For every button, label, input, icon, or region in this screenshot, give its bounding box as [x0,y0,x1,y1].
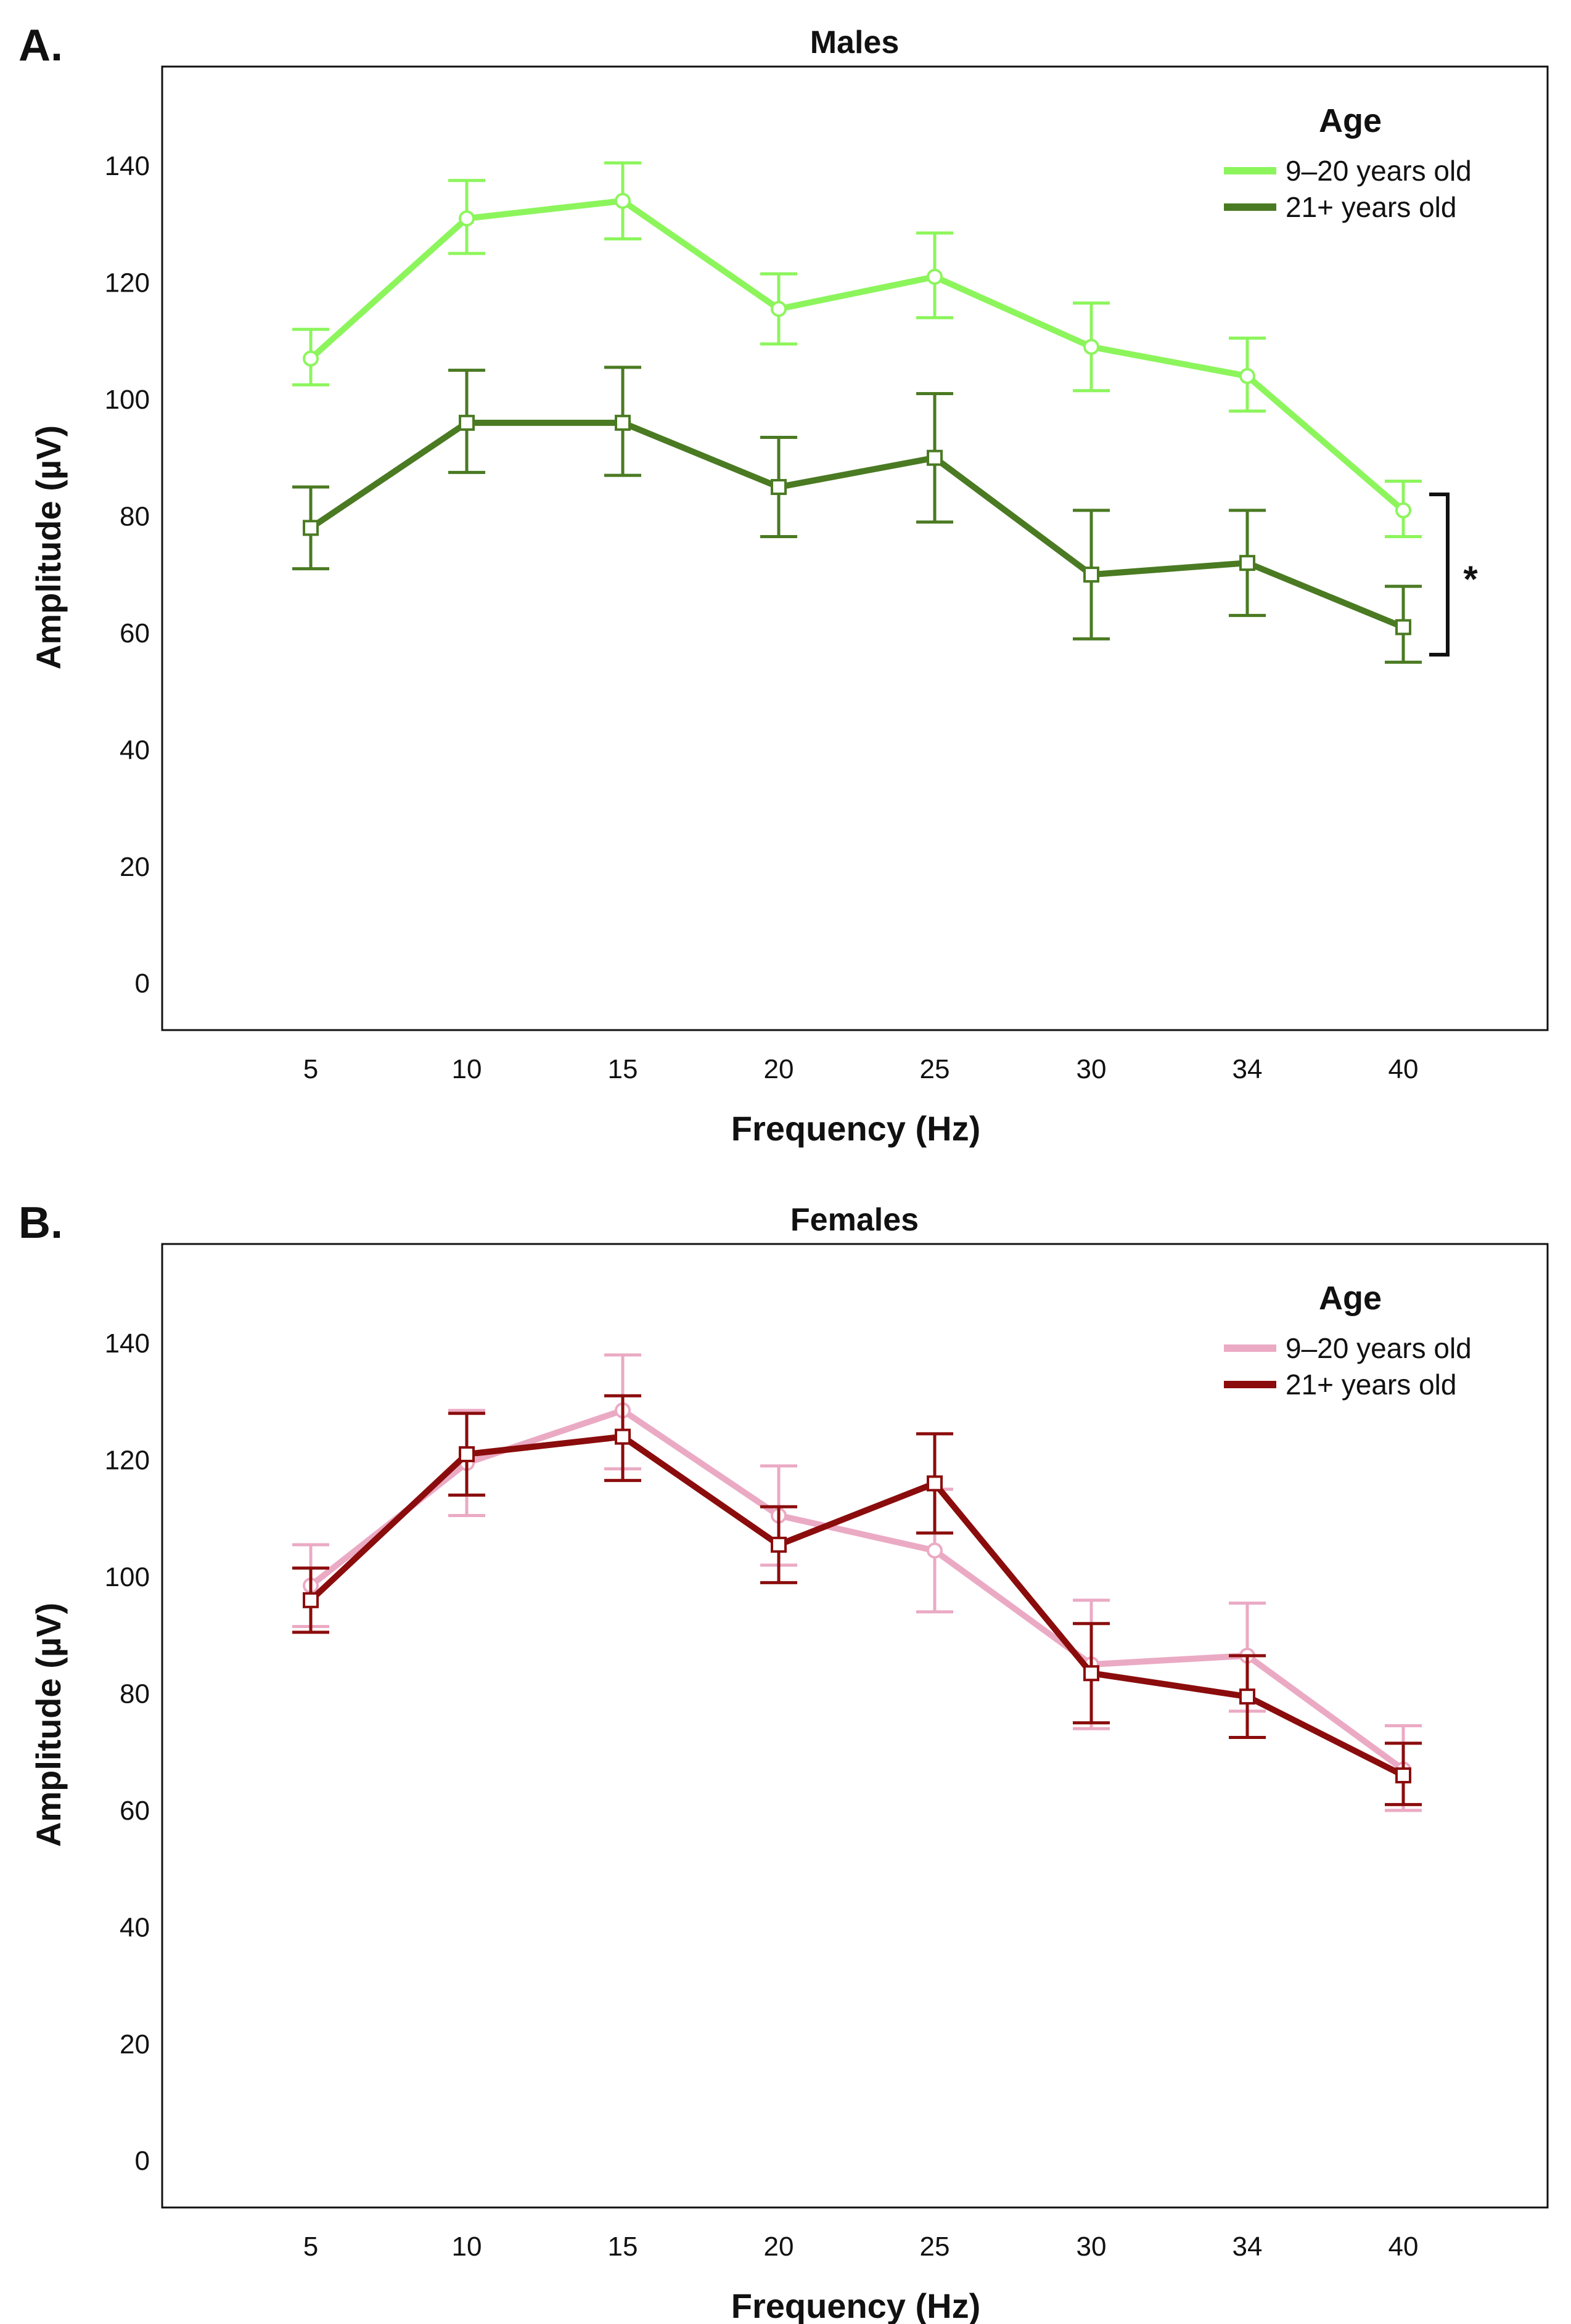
x-tick-label: 40 [1388,1054,1419,1084]
legend-title-females: Age [1319,1280,1382,1317]
x-tick-label: 15 [608,1054,638,1084]
y-tick-label: 40 [120,1912,150,1942]
series-line [308,419,1406,631]
data-point [615,1428,631,1445]
y-tick-label: 140 [105,1328,150,1359]
x-axis-label-males: Frequency (Hz) [731,1109,981,1148]
x-tick-label: 34 [1233,2232,1263,2262]
legend-females: Age 9–20 years old 21+ years old [1224,1280,1472,1401]
data-point [615,192,631,209]
x-tick-label: 5 [303,2232,318,2262]
panel-males: A. Males 0 20 40 60 80 100 120 140 5 10 15 20 25 30 3… [18,21,1549,1148]
y-tick-label: 0 [135,968,150,999]
y-tick-label: 100 [105,1562,150,1592]
x-tick-label: 20 [764,2232,794,2262]
x-axis-label-females: Frequency (Hz) [731,2286,981,2324]
plot-frame-females [161,1243,1549,2209]
series-line [308,1433,1406,1779]
legend-label-young: 9–20 years old [1286,1332,1472,1364]
data-point [1395,619,1411,636]
data-point [1083,1665,1099,1682]
series-young [292,1353,1422,1812]
plot-frame-males [161,65,1549,1031]
data-point [459,414,475,431]
x-ticks-males: 5 10 15 20 25 30 34 40 [303,1054,1419,1084]
x-tick-label: 10 [452,2232,482,2262]
x-tick-label: 15 [608,2232,638,2262]
x-ticks-females: 5 10 15 20 25 30 34 40 [303,2232,1419,2262]
data-point [303,1592,319,1608]
data-point [927,1542,943,1559]
y-ticks-females: 0 20 40 60 80 100 120 140 [105,1328,150,2176]
y-axis-label-females: Amplitude (µV) [29,1603,68,1847]
legend-label-old: 21+ years old [1286,1369,1456,1401]
data-point [927,449,943,466]
legend-males: Age 9–20 years old 21+ years old [1224,102,1472,223]
y-ticks-males: 0 20 40 60 80 100 120 140 [105,151,150,999]
data-point [303,520,319,536]
y-tick-label: 20 [120,852,150,882]
data-point [1395,1767,1411,1784]
panel-label-b: B. [18,1198,63,1248]
x-tick-label: 5 [303,1054,318,1084]
data-point [771,479,787,496]
x-tick-label: 25 [920,2232,950,2262]
y-tick-label: 140 [105,151,150,181]
panel-label-a: A. [18,21,63,70]
panel-females: B. Females 0 20 40 60 80 100 120 140 5 10 15 20 25 3… [18,1198,1549,2324]
series-old [292,366,1422,664]
data-point [459,210,475,227]
series-layer-females [292,1353,1422,1812]
legend-title-males: Age [1319,102,1382,139]
y-tick-label: 60 [120,1796,150,1826]
y-tick-label: 80 [120,1679,150,1709]
y-tick-label: 0 [135,2146,150,2176]
x-tick-label: 25 [920,1054,950,1084]
data-point [1395,502,1411,518]
legend-label-old: 21+ years old [1286,191,1456,223]
series-layer-males [292,161,1422,664]
data-point [615,414,631,431]
x-tick-label: 20 [764,1054,794,1084]
legend-label-young: 9–20 years old [1286,155,1472,187]
x-tick-label: 34 [1233,1054,1263,1084]
x-tick-label: 40 [1388,2232,1419,2262]
series-line [308,197,1406,513]
chart-title-males: Males [810,25,900,60]
y-tick-label: 120 [105,268,150,298]
data-point [1083,338,1099,355]
data-point [927,1475,943,1492]
y-axis-label-males: Amplitude (µV) [29,425,68,669]
x-tick-label: 30 [1077,1054,1107,1084]
data-point [771,1536,787,1553]
chart-title-females: Females [790,1202,919,1238]
x-tick-label: 10 [452,1054,482,1084]
data-point [1083,567,1099,583]
y-tick-label: 40 [120,735,150,765]
y-tick-label: 80 [120,501,150,531]
data-point [1239,555,1255,571]
y-tick-label: 100 [105,385,150,415]
significance-star: * [1463,558,1478,600]
x-tick-label: 30 [1077,2232,1107,2262]
data-point [459,1446,475,1463]
data-point [927,269,943,285]
data-point [771,301,787,317]
series-old [292,1394,1422,1806]
data-point [1239,368,1255,385]
y-tick-label: 120 [105,1445,150,1475]
data-point [303,350,319,367]
data-point [1239,1688,1255,1705]
series-young [292,161,1422,539]
y-tick-label: 60 [120,618,150,649]
y-tick-label: 20 [120,2029,150,2060]
significance-bracket [1429,493,1450,657]
